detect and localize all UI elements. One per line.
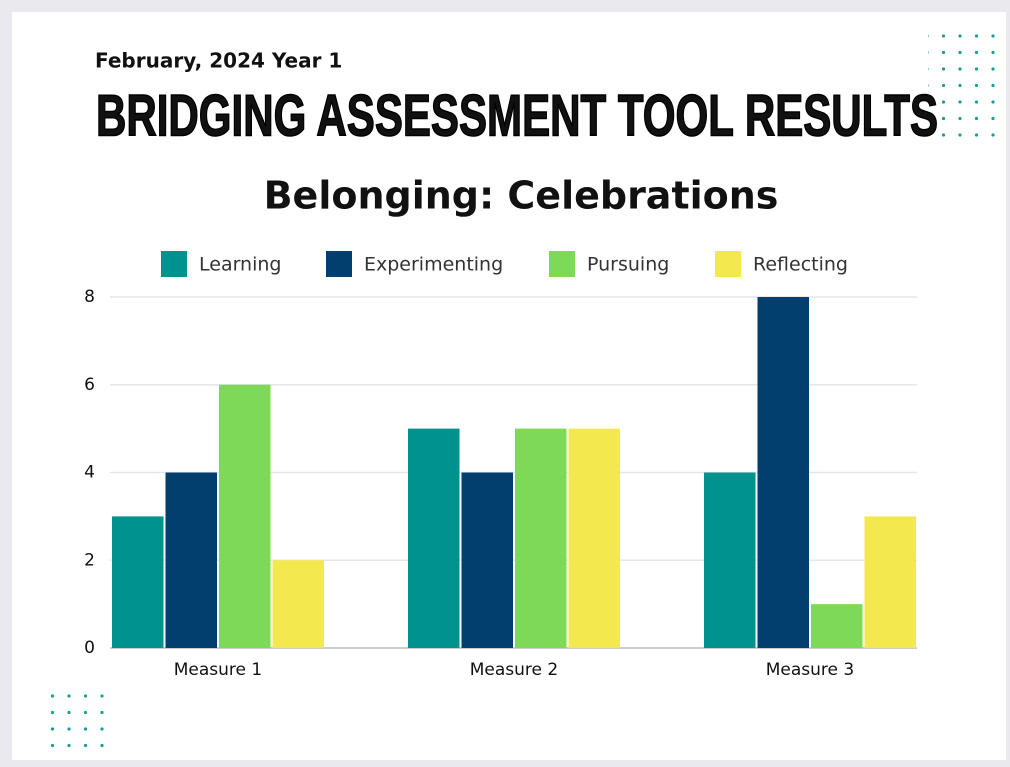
chart-title: Belonging: Celebrations [264, 174, 779, 218]
bar [811, 604, 863, 648]
legend-swatch [161, 251, 187, 277]
x-tick-label: Measure 3 [766, 660, 854, 680]
bar [704, 472, 756, 648]
y-tick-label: 0 [84, 638, 95, 658]
bar [864, 516, 916, 648]
subtitle: February, 2024 Year 1 [95, 49, 342, 73]
y-tick-label: 2 [84, 550, 95, 570]
y-tick-label: 8 [84, 287, 95, 307]
bar [461, 472, 513, 648]
bar [272, 560, 324, 648]
legend-swatch [549, 251, 575, 277]
x-tick-label: Measure 1 [174, 660, 262, 680]
bar [568, 428, 620, 648]
dot-decoration [42, 684, 114, 754]
header: BRIDGING ASSESSMENT TOOL RESULTS [96, 83, 938, 148]
bar [165, 472, 217, 648]
y-tick-label: 6 [84, 375, 95, 395]
bar [219, 384, 271, 648]
bar [515, 428, 567, 648]
legend-swatch [326, 251, 352, 277]
legend-label: Reflecting [753, 254, 848, 276]
bar [112, 516, 164, 648]
legend-label: Pursuing [587, 254, 669, 276]
legend-label: Learning [199, 254, 282, 276]
legend-swatch [715, 251, 741, 277]
bar [408, 428, 460, 648]
dot-decoration [928, 32, 998, 144]
y-tick-label: 4 [84, 463, 95, 483]
legend-label: Experimenting [364, 254, 503, 276]
bar [757, 297, 809, 648]
x-tick-label: Measure 2 [470, 660, 558, 680]
